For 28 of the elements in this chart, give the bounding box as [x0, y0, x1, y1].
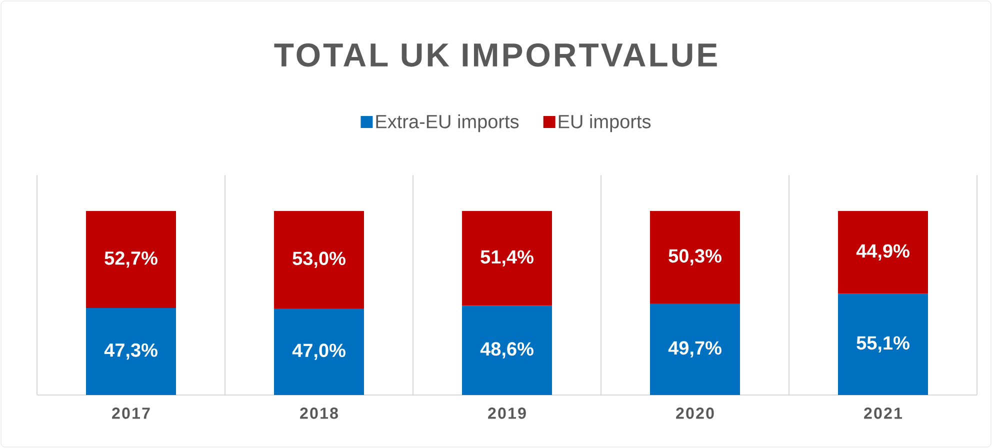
- bar: [838, 294, 928, 395]
- data-label: 52,7%: [104, 251, 158, 268]
- data-label: 49,7%: [668, 341, 722, 358]
- bar: [838, 211, 928, 294]
- bar: [274, 211, 364, 309]
- bar: [650, 304, 740, 395]
- x-tick-label: 2019: [488, 408, 526, 419]
- data-label: 51,4%: [480, 250, 534, 266]
- data-label: 48,6%: [480, 342, 534, 358]
- x-tick-label: 2020: [676, 408, 714, 419]
- bar: [462, 306, 552, 395]
- chart-title: TOTAL UK IMPORTVALUE: [274, 43, 717, 67]
- legend-label: Extra-EU imports: [376, 114, 519, 132]
- data-label: 44,9%: [856, 244, 910, 260]
- data-label: 47,0%: [292, 344, 346, 360]
- legend-label: EU imports: [558, 114, 651, 132]
- data-label: 53,0%: [292, 252, 346, 268]
- bar: [462, 211, 552, 306]
- bar: [86, 308, 176, 395]
- bar: [274, 308, 364, 395]
- data-label: 50,3%: [668, 249, 722, 266]
- x-tick-label: 2018: [300, 408, 338, 419]
- bar: [650, 211, 740, 304]
- data-label: 55,1%: [856, 336, 910, 352]
- x-tick-label: 2017: [112, 408, 150, 419]
- data-label: 47,3%: [104, 343, 158, 360]
- x-tick-label: 2021: [864, 408, 902, 419]
- bar: [86, 211, 176, 308]
